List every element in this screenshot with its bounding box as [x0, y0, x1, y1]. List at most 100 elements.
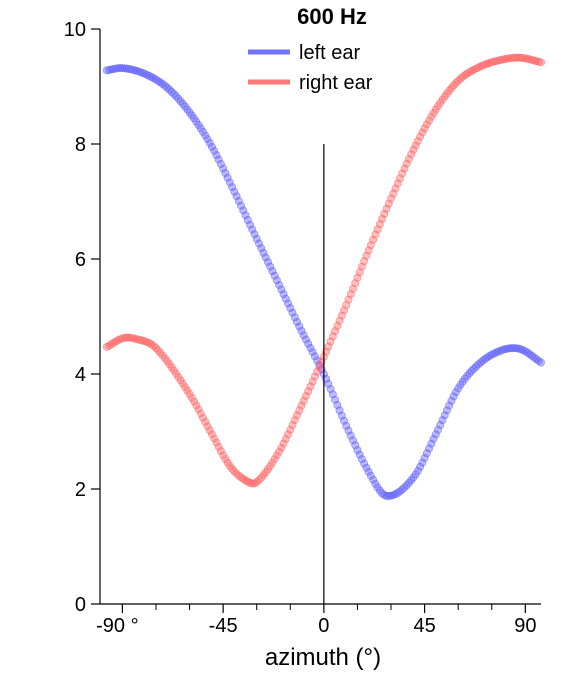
data-point-left-ear-129	[391, 490, 400, 499]
data-point-left-ear-54	[223, 173, 232, 182]
data-point-left-ear-85	[292, 317, 301, 326]
data-point-right-ear-131	[395, 174, 404, 183]
data-point-left-ear-53	[221, 169, 230, 178]
data-point-left-ear-115	[360, 459, 369, 468]
data-point-left-ear-58	[232, 192, 241, 201]
data-point-left-ear-63	[243, 215, 252, 224]
data-point-right-ear-3	[109, 338, 118, 347]
data-point-left-ear-66	[250, 230, 259, 239]
data-point-right-ear-84	[290, 416, 299, 425]
data-point-right-ear-48	[210, 434, 219, 443]
data-point-right-ear-46	[205, 426, 214, 435]
data-point-left-ear-87	[297, 326, 306, 335]
data-point-left-ear-156	[451, 388, 460, 397]
data-point-right-ear-166	[474, 63, 483, 72]
data-point-right-ear-141	[418, 128, 427, 137]
data-point-right-ear-89	[301, 392, 310, 401]
data-point-right-ear-88	[299, 396, 308, 405]
data-point-right-ear-68	[254, 476, 263, 485]
data-point-left-ear-147	[431, 430, 440, 439]
data-point-right-ear-90	[304, 387, 313, 396]
x-tick-label-45: 45	[413, 615, 435, 637]
data-point-right-ear-92	[308, 377, 317, 386]
data-point-right-ear-162	[465, 68, 474, 77]
data-point-right-ear-82	[286, 425, 295, 434]
data-point-left-ear-112	[353, 445, 362, 454]
ticks-layer: 0 2 4 6 8 10 -90 ° -45 0 45 90	[64, 19, 537, 637]
x-tick-label--45: -45	[209, 615, 238, 637]
data-point-left-ear-155	[449, 392, 458, 401]
data-point-left-ear-153	[445, 401, 454, 410]
data-point-left-ear-93	[310, 352, 319, 361]
data-point-left-ear-146	[429, 434, 438, 443]
data-point-right-ear-194	[537, 58, 546, 67]
data-point-left-ear-71	[261, 253, 270, 262]
data-point-right-ear-50	[214, 442, 223, 451]
data-point-right-ear-93	[310, 372, 319, 381]
data-point-left-ear-20	[147, 73, 156, 82]
data-point-left-ear-88	[299, 331, 308, 340]
data-point-left-ear-62	[241, 211, 250, 220]
legend: left ear right ear	[248, 42, 373, 94]
data-point-left-ear-149	[436, 421, 445, 430]
data-point-left-ear-5	[113, 64, 122, 73]
series-right-ear	[102, 53, 546, 488]
data-point-right-ear-52	[219, 451, 228, 460]
x-axis-title: azimuth (°)	[265, 644, 381, 671]
x-tick-label-0: 0	[318, 615, 329, 637]
data-point-right-ear-8	[120, 333, 129, 342]
data-point-left-ear-114	[357, 455, 366, 464]
data-point-left-ear-21	[149, 74, 158, 83]
data-point-right-ear-39	[190, 397, 199, 406]
x-tick-label-90: 90	[514, 615, 536, 637]
data-point-right-ear-135	[404, 154, 413, 163]
data-point-right-ear-164	[469, 65, 478, 74]
data-point-left-ear-125	[382, 491, 391, 500]
data-point-right-ear-137	[409, 145, 418, 154]
data-point-left-ear-79	[279, 290, 288, 299]
data-point-left-ear-110	[348, 436, 357, 445]
data-point-right-ear-49	[212, 438, 221, 447]
data-point-right-ear-140	[416, 132, 425, 141]
data-point-left-ear-74	[268, 267, 277, 276]
data-point-left-ear-64	[245, 220, 254, 229]
data-point-right-ear-86	[295, 406, 304, 415]
data-point-left-ear-61	[239, 206, 248, 215]
data-point-right-ear-144	[425, 116, 434, 125]
data-point-right-ear-83	[288, 420, 297, 429]
data-point-left-ear-154	[447, 396, 456, 405]
data-point-left-ear-57	[230, 187, 239, 196]
data-point-left-ear-86	[295, 322, 304, 331]
data-point-left-ear-65	[248, 225, 257, 234]
data-point-left-ear-69	[257, 244, 266, 253]
data-point-left-ear-139	[413, 466, 422, 475]
data-point-right-ear-77	[275, 447, 284, 456]
data-point-right-ear-138	[411, 141, 420, 150]
data-point-left-ear-82	[286, 304, 295, 313]
data-point-left-ear-106	[340, 416, 349, 425]
data-point-left-ear-173	[489, 349, 498, 358]
data-point-left-ear-113	[355, 450, 364, 459]
data-point-left-ear-52	[219, 164, 228, 173]
data-point-left-ear-186	[519, 346, 528, 355]
data-point-right-ear-45	[203, 422, 212, 431]
data-point-left-ear-56	[228, 183, 237, 192]
data-point-left-ear-172	[487, 350, 496, 359]
data-point-right-ear-62	[241, 476, 250, 485]
legend-label-right-ear: right ear	[299, 72, 373, 94]
data-point-right-ear-56	[228, 464, 237, 473]
data-point-left-ear-171	[485, 351, 494, 360]
data-point-left-ear-151	[440, 411, 449, 420]
data-point-right-ear-22	[151, 344, 160, 353]
data-point-right-ear-132	[398, 169, 407, 178]
data-point-right-ear-139	[413, 136, 422, 145]
data-point-right-ear-133	[400, 164, 409, 173]
data-point-right-ear-91	[306, 382, 315, 391]
data-point-left-ear-70	[259, 248, 268, 257]
data-point-left-ear-46	[205, 138, 214, 147]
data-point-left-ear-67	[252, 234, 261, 243]
data-point-left-ear-59	[234, 197, 243, 206]
data-point-left-ear-142	[420, 454, 429, 463]
data-point-right-ear-40	[192, 401, 201, 410]
